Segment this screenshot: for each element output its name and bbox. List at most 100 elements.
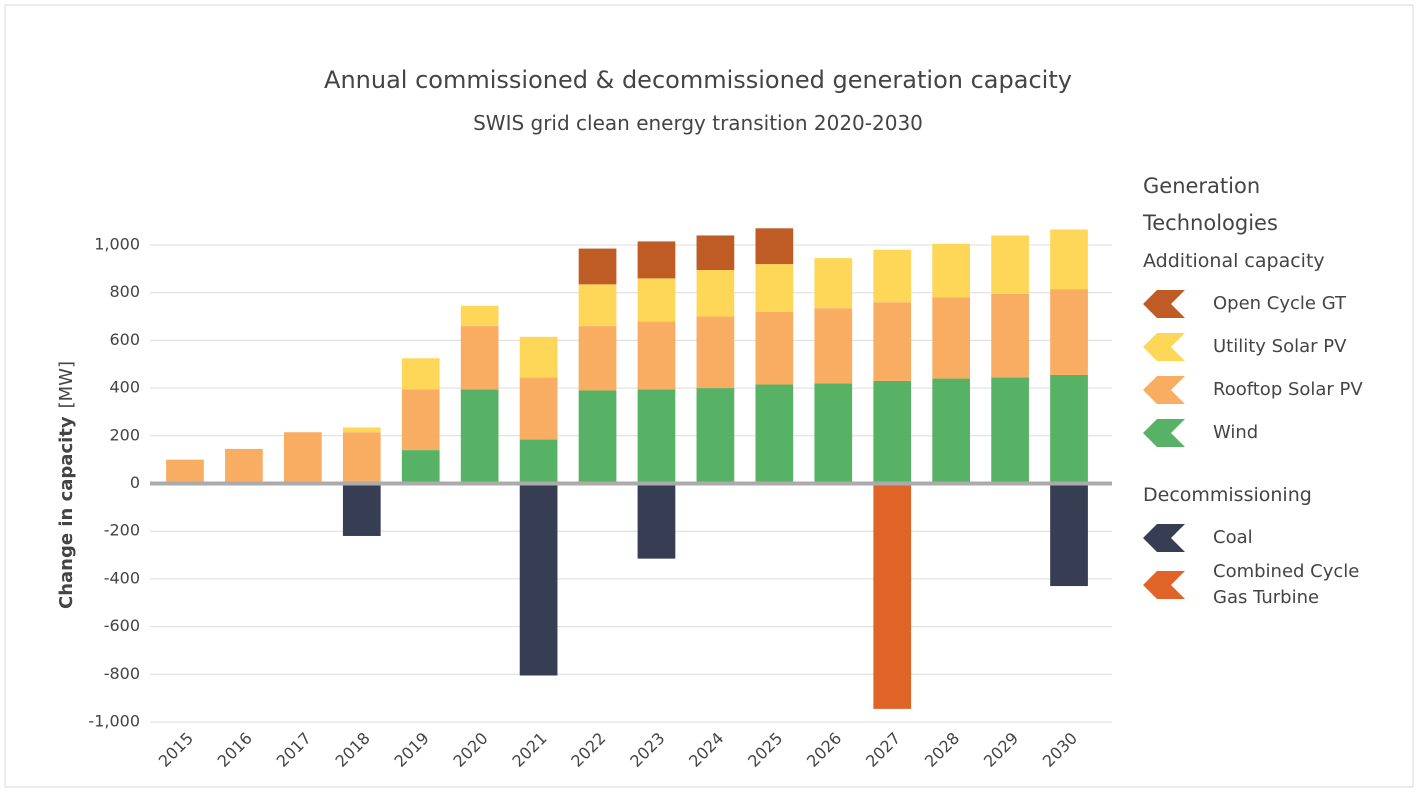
bar <box>342 432 381 484</box>
legend-chevron <box>1143 289 1185 318</box>
legend-item: Open Cycle GT <box>1143 282 1413 325</box>
bar <box>637 278 676 322</box>
y-tick-label: 1,000 <box>94 235 140 254</box>
bar <box>519 483 558 676</box>
bar <box>814 383 853 484</box>
legend-item: Combined Cycle Gas Turbine <box>1143 559 1413 611</box>
legend-chevron <box>1143 571 1185 599</box>
bar <box>755 228 794 265</box>
bar <box>991 293 1029 378</box>
legend-label: Wind <box>1213 421 1259 443</box>
bar <box>755 311 794 385</box>
x-tick-label: 2021 <box>508 729 550 771</box>
legend-swatch <box>1143 571 1185 599</box>
bar <box>166 459 204 484</box>
legend-group-title: Additional capacity <box>1143 250 1325 272</box>
bar <box>873 483 912 709</box>
x-tick-label: 2022 <box>567 729 609 771</box>
bar <box>755 264 794 312</box>
bar <box>696 235 735 271</box>
x-tick-label: 2030 <box>1039 729 1081 771</box>
legend-title: Generation Technologies <box>1143 174 1278 235</box>
y-label: Change in capacity <box>56 416 77 609</box>
bar <box>578 326 617 391</box>
bar <box>696 388 735 484</box>
bar <box>342 427 381 433</box>
bar <box>1050 374 1088 484</box>
bar <box>637 483 676 559</box>
legend-item: Wind <box>1143 411 1413 454</box>
y-tick-label: 400 <box>109 378 140 397</box>
legend-label: Coal <box>1213 526 1253 548</box>
bar <box>460 305 499 327</box>
bar <box>932 378 971 484</box>
bar <box>401 389 440 451</box>
x-tick-label: 2020 <box>449 729 491 771</box>
bar <box>637 389 676 484</box>
legend-swatch <box>1143 523 1185 552</box>
legend-swatch <box>1143 418 1185 447</box>
legend-label: Rooftop Solar PV <box>1213 378 1363 400</box>
bar <box>932 243 971 298</box>
legend-swatch <box>1143 375 1185 404</box>
bar <box>401 358 440 390</box>
y-tick-label: -1,000 <box>88 712 140 731</box>
x-tick-label: 2029 <box>980 729 1022 771</box>
bar <box>1050 483 1088 587</box>
y-tick-label: 600 <box>109 330 140 349</box>
legend-label: Combined Cycle Gas Turbine <box>1213 561 1360 608</box>
legend: Generation Technologies Additional capac… <box>1143 168 1413 611</box>
y-tick-label: -200 <box>104 521 140 540</box>
legend-swatch <box>1143 332 1185 361</box>
bar <box>519 377 558 440</box>
x-tick-label: 2026 <box>803 729 845 771</box>
bar <box>225 448 263 484</box>
x-tick-label: 2018 <box>332 729 374 771</box>
bar <box>283 432 322 484</box>
legend-chevron <box>1143 375 1185 404</box>
frame <box>4 4 1414 788</box>
bar <box>578 284 617 327</box>
bar <box>342 483 381 536</box>
y-axis-label: Change in capacity [MW] <box>56 361 77 609</box>
chart-subtitle: SWIS grid clean energy transition 2020-2… <box>473 111 923 135</box>
x-tick-label: 2027 <box>862 729 904 771</box>
chart-title: Annual commissioned & decommissioned gen… <box>324 66 1072 94</box>
bar <box>578 248 617 285</box>
legend-item: Coal <box>1143 516 1413 559</box>
bar <box>932 297 971 379</box>
bar <box>991 235 1029 294</box>
legend-group-title: Decommissioning <box>1143 484 1312 506</box>
y-tick-label: -800 <box>104 664 140 683</box>
y-tick-label: 0 <box>130 473 140 492</box>
x-tick-label: 2019 <box>391 729 433 771</box>
y-tick-label: -600 <box>104 616 140 635</box>
y-tick-label: 200 <box>109 425 140 444</box>
bar <box>519 336 558 378</box>
bar <box>460 389 499 484</box>
legend-chevron <box>1143 332 1185 361</box>
y-tick-label: -400 <box>104 568 140 587</box>
bar <box>696 316 735 389</box>
bar <box>991 377 1029 484</box>
bar <box>1050 229 1088 290</box>
legend-item: Utility Solar PV <box>1143 325 1413 368</box>
bar <box>1050 289 1088 375</box>
legend-label: Open Cycle GT <box>1213 292 1347 314</box>
y-unit: [MW] <box>56 361 77 408</box>
bar <box>460 326 499 390</box>
legend-chevron <box>1143 523 1185 552</box>
bar <box>637 241 676 279</box>
legend-label: Utility Solar PV <box>1213 335 1347 357</box>
x-tick-label: 2017 <box>273 729 315 771</box>
y-tick-label: 800 <box>109 282 140 301</box>
bar <box>873 302 912 381</box>
bar <box>401 450 440 484</box>
bar <box>873 380 912 484</box>
x-tick-label: 2016 <box>214 729 256 771</box>
x-tick-label: 2024 <box>685 729 727 771</box>
legend-swatch <box>1143 289 1185 318</box>
x-tick-label: 2023 <box>626 729 668 771</box>
